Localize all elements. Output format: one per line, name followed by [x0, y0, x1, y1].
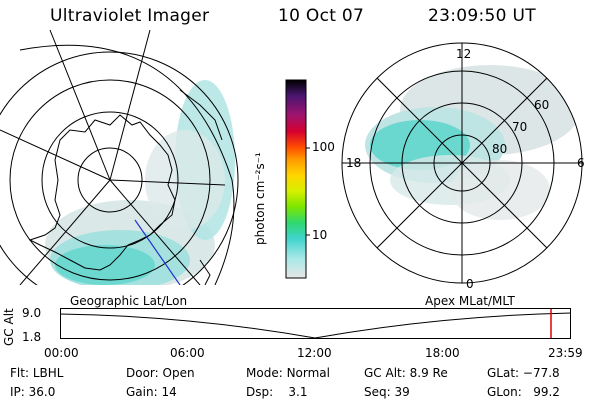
colorbar	[285, 79, 310, 279]
mlt-label-6: 6	[577, 156, 585, 170]
glat-value: −77.8	[522, 366, 560, 380]
dsp-label: Dsp:	[246, 385, 274, 399]
mlat-label-80: 80	[492, 142, 508, 156]
timeline-xtick-1800: 18:00	[425, 346, 460, 360]
gain-label: Gain:	[126, 385, 158, 399]
left-panel-label: Geographic Lat/Lon	[70, 294, 188, 308]
mlat-label-60: 60	[534, 98, 550, 112]
mlt-label-0: 0	[466, 277, 474, 291]
mode-label: Mode:	[246, 366, 283, 380]
seq-label: Seq:	[364, 385, 391, 399]
meridians	[0, 30, 226, 285]
gcalt-field: GC Alt: 8.9 Re	[364, 366, 448, 380]
gain-value: 14	[161, 385, 177, 399]
time-label: 23:09:50 UT	[428, 6, 536, 26]
dsp-value: 3.1	[288, 385, 308, 399]
colorbar-tick-10: 10	[312, 228, 328, 242]
timeline-axis-label: GC Alt	[2, 308, 16, 346]
geographic-map	[0, 30, 239, 285]
mlt-label-18: 18	[346, 156, 362, 170]
door-value: Open	[162, 366, 195, 380]
mode-field: Mode: Normal	[246, 366, 330, 380]
glon-value: 99.2	[533, 385, 560, 399]
coastline	[28, 114, 176, 271]
dsp-field: Dsp: 3.1	[246, 385, 308, 399]
flt-value: LBHL	[32, 366, 64, 380]
ip-label: IP:	[10, 385, 25, 399]
colorbar-unit-label: photon cm⁻²s⁻¹	[253, 152, 267, 245]
date-label: 10 Oct 07	[278, 6, 365, 26]
door-field: Door: Open	[126, 366, 195, 380]
colorbar-tick-100: 100	[312, 140, 335, 154]
app-title: Ultraviolet Imager	[50, 6, 210, 26]
ip-value: 36.0	[28, 385, 56, 399]
timeline-xtick-1200: 12:00	[297, 346, 332, 360]
latitude-circles	[0, 51, 239, 285]
timeline-xtick-2359: 23:59	[548, 346, 583, 360]
door-label: Door:	[126, 366, 159, 380]
gain-field: Gain: 14	[126, 385, 177, 399]
ip-field: IP: 36.0	[10, 385, 55, 399]
right-panel-label: Apex MLat/MLT	[425, 294, 515, 308]
glat-field: GLat: −77.8	[487, 366, 560, 380]
timeline-xtick-0600: 06:00	[170, 346, 205, 360]
flt-field: Flt: LBHL	[10, 366, 63, 380]
glon-label: GLon:	[487, 385, 522, 399]
flt-label: Flt:	[10, 366, 29, 380]
timeline-xtick-0000: 00:00	[44, 346, 79, 360]
seq-field: Seq: 39	[364, 385, 410, 399]
gc-altitude-timeline	[59, 308, 572, 339]
polar-plot	[341, 42, 583, 284]
glat-label: GLat:	[487, 366, 520, 380]
timeline-ytick-low: 1.8	[22, 330, 42, 344]
mlt-label-12: 12	[456, 47, 472, 61]
mlat-label-70: 70	[512, 120, 528, 134]
timeline-ytick-high: 9.0	[22, 306, 42, 320]
gcalt-value: 8.9 Re	[409, 366, 448, 380]
gcalt-label: GC Alt:	[364, 366, 406, 380]
mode-value: Normal	[286, 366, 330, 380]
glon-field: GLon: 99.2	[487, 385, 560, 399]
seq-value: 39	[394, 385, 410, 399]
